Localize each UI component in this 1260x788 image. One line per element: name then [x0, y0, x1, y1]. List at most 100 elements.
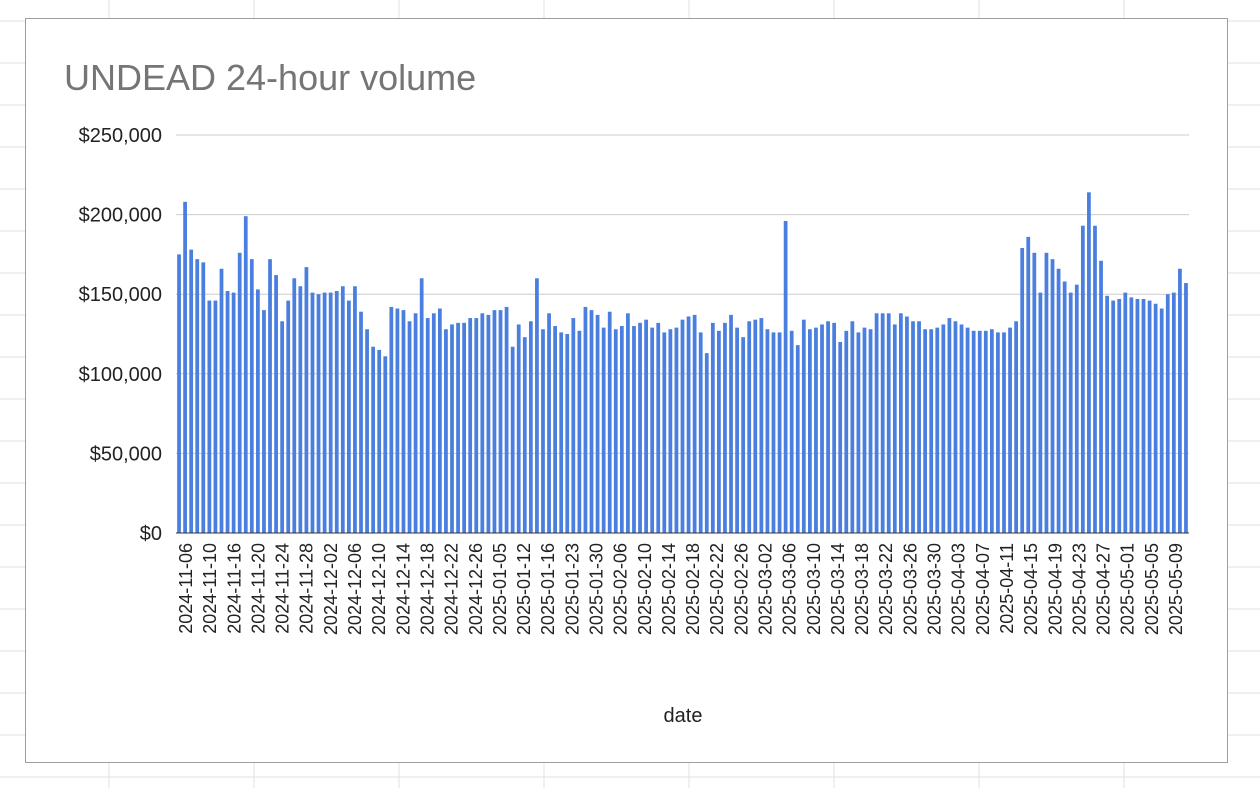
bar [1050, 259, 1055, 533]
bar [516, 324, 521, 533]
bar [419, 278, 424, 533]
x-tick-label: 2025-04-19 [1045, 543, 1065, 635]
bar [1087, 192, 1091, 533]
x-tick-label: 2025-01-12 [514, 543, 534, 635]
bar [1147, 300, 1152, 533]
bar [777, 332, 782, 533]
x-tick-label: 2025-05-01 [1118, 543, 1138, 635]
x-tick-label: 2025-02-10 [635, 543, 655, 635]
bar [595, 314, 600, 533]
x-tick-label: 2025-03-10 [804, 543, 824, 635]
bar [1171, 292, 1176, 533]
x-tick-label: 2024-12-02 [321, 543, 341, 635]
bar [213, 300, 218, 533]
bar [656, 322, 661, 533]
bar [898, 313, 903, 533]
bar [892, 324, 897, 533]
bar [680, 319, 685, 533]
x-tick-label: 2025-03-30 [925, 543, 945, 635]
bar [1056, 268, 1061, 533]
bar [431, 313, 436, 533]
bar [607, 311, 612, 533]
bar [814, 327, 818, 533]
bar [698, 332, 703, 533]
bar [480, 313, 485, 533]
bar [1159, 308, 1164, 533]
bar [559, 332, 564, 533]
bar [201, 262, 206, 533]
bar [783, 220, 788, 533]
bar [632, 326, 636, 533]
bar [541, 329, 545, 533]
bar [1123, 292, 1128, 533]
x-tick-label: 2025-04-11 [997, 543, 1017, 634]
bar [613, 329, 618, 533]
bar [741, 337, 746, 533]
bar [911, 321, 915, 533]
bar [771, 332, 776, 533]
bar [322, 292, 327, 533]
bar [856, 332, 861, 533]
bar [359, 311, 363, 533]
x-tick-label: 2025-05-09 [1166, 543, 1186, 635]
bar [504, 306, 509, 533]
x-tick-label: 2025-03-02 [756, 543, 776, 635]
bar [316, 294, 321, 533]
x-tick-label: 2025-03-18 [852, 543, 872, 635]
bar [1129, 297, 1134, 533]
bar [425, 318, 430, 533]
bar [528, 321, 533, 533]
x-tick-label: 2025-04-07 [973, 543, 993, 635]
y-tick-label: $0 [140, 523, 162, 545]
bar [977, 330, 982, 533]
bar [832, 322, 837, 533]
bar [1074, 284, 1079, 533]
bar [474, 318, 479, 533]
x-tick-label: 2025-01-30 [586, 543, 606, 635]
bar [862, 327, 867, 533]
bar [280, 321, 285, 533]
x-tick-label: 2024-11-10 [200, 543, 220, 634]
bar [826, 321, 830, 533]
bar [644, 319, 648, 533]
bar [535, 278, 539, 533]
bar [365, 329, 369, 533]
bar [486, 314, 491, 533]
bar [674, 327, 679, 533]
bar [989, 329, 994, 533]
bar [413, 313, 418, 533]
y-tick-label: $250,000 [79, 125, 162, 147]
bar [650, 327, 655, 533]
bar [747, 321, 752, 533]
bar [729, 314, 733, 533]
bar [492, 310, 497, 533]
bar [286, 300, 291, 533]
x-tick-label: 2025-04-23 [1069, 543, 1089, 635]
x-tick-label: 2025-01-05 [490, 543, 510, 635]
x-tick-label: 2025-04-15 [1021, 543, 1041, 635]
bar [868, 329, 873, 533]
bar [874, 313, 879, 533]
bar [971, 330, 976, 533]
bar [304, 267, 309, 533]
bar [468, 318, 473, 533]
bar [589, 310, 594, 533]
bar [353, 286, 357, 533]
bar [219, 268, 224, 533]
bar [886, 313, 891, 533]
x-tick-label: 2024-12-26 [466, 543, 486, 635]
bar [704, 353, 709, 533]
bar [905, 316, 909, 533]
bar [1111, 300, 1116, 533]
bar [274, 275, 278, 533]
bar [225, 291, 230, 533]
bar [522, 337, 527, 533]
bar [753, 319, 758, 533]
bar [243, 216, 248, 533]
x-tick-label: 2025-01-23 [562, 543, 582, 635]
bar [735, 327, 739, 533]
bar [547, 313, 551, 533]
bar [959, 324, 964, 533]
chart-container[interactable]: UNDEAD 24-hour volume $0 $50,000 $100,000 $… [25, 18, 1228, 763]
bar [795, 345, 800, 533]
